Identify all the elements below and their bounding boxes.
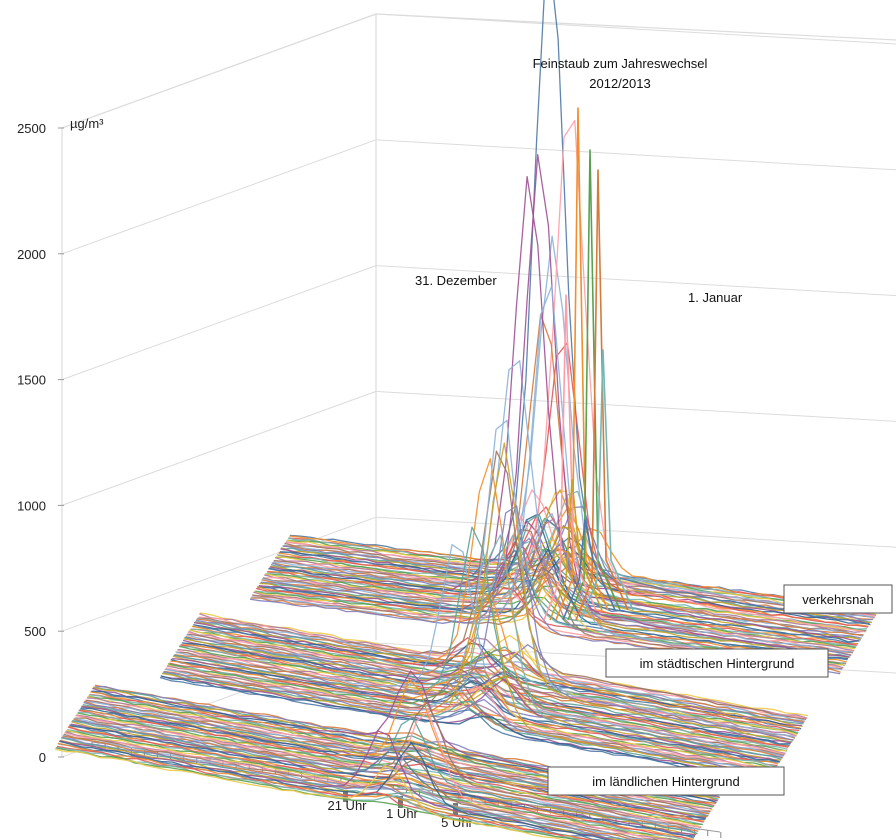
gridline-back [375,516,896,548]
series-line [82,705,708,817]
series-line [75,714,702,829]
series-line [184,505,794,742]
back-wall-top [375,13,896,41]
series-line [172,655,781,761]
series-line [256,548,847,663]
series-line [56,745,592,840]
series-line [272,313,863,636]
series-line [54,748,573,840]
gridline-back [375,265,896,297]
series-line [56,747,584,840]
series-line [164,668,773,773]
series-line [262,360,853,653]
series-line [259,552,850,659]
gridline-left [61,516,377,632]
group-label-box [547,766,785,796]
series-line [182,642,791,745]
series-line [191,628,800,731]
series-line [61,736,633,840]
legend-label: verkehrsnah [802,592,874,607]
x-major-tick [398,796,403,808]
peak-line [562,519,616,621]
series-line [165,667,775,773]
series-line [275,539,866,633]
series-line [184,636,793,743]
series-line [183,442,792,744]
series-line [159,676,769,781]
series-line [55,747,580,840]
series-line [79,708,706,821]
legend-label: im städtischen Hintergrund [640,656,795,671]
y-tick-label: 2500 [17,121,46,136]
y-axis: 0 500 1000 1500 2000 2500 [17,121,64,765]
series-line [59,730,616,840]
peak-line [567,149,621,621]
series-line [71,716,698,834]
series-line [194,621,803,728]
series-line [174,654,784,759]
group-label-box [605,648,829,678]
y-unit-label: µg/m³ [70,116,104,131]
peak-line [543,294,597,621]
chart-subtitle: 2012/2013 [589,76,650,91]
series-line [257,549,848,661]
annotation-1-januar: 1. Januar [688,290,743,305]
x-tick-label: 21 Uhr [327,798,367,813]
chart-title: Feinstaub zum Jahreswechsel [533,56,708,71]
gridline-left [61,139,377,255]
series-line [282,506,873,621]
series-line [274,556,866,633]
peak-line [575,169,629,621]
gridline-left [61,13,377,129]
gridline-back [375,390,896,422]
group-label-box [783,584,893,614]
series-line [187,633,796,739]
series-line [180,592,790,748]
series-line [58,743,605,840]
peak-line [580,349,634,621]
series-line [165,668,774,772]
series-line [79,678,705,822]
y-tick-label: 500 [24,624,46,639]
y-tick-label: 0 [39,750,46,765]
peak-line [555,107,609,621]
series-line [199,612,809,717]
gridline-back [375,139,896,171]
series-line [168,534,777,768]
y-tick-label: 1500 [17,373,46,388]
series-line [161,675,770,779]
series-line [264,518,855,652]
series-lines [54,0,881,840]
labels: Feinstaub zum Jahreswechsel 2012/2013 31… [70,56,743,305]
gridline-left [61,390,377,506]
series-line [260,541,851,657]
series-line [173,526,782,760]
group-labels: verkehrsnah im städtischen Hintergrund im … [547,584,893,796]
series-line [161,584,771,777]
series-line [62,734,653,840]
series-line [189,629,798,735]
y-tick-label: 2000 [17,247,46,262]
series-line [77,712,703,826]
series-line [175,544,784,757]
series-line [83,701,709,817]
x-tick-label: 1 Uhr [386,806,418,821]
series-line [163,671,772,776]
peak-line [549,479,603,621]
gridline-back [375,13,896,45]
y-tick-label: 1000 [17,498,46,513]
series-line [277,342,868,628]
gridline-left [61,265,377,381]
annotation-31-dezember: 31. Dezember [415,273,497,288]
series-line [67,729,691,840]
series-line [164,670,773,776]
legend-label: im ländlichen Hintergrund [592,774,739,789]
gridlines [61,13,896,758]
series-line [176,650,786,756]
series-line [280,489,872,624]
